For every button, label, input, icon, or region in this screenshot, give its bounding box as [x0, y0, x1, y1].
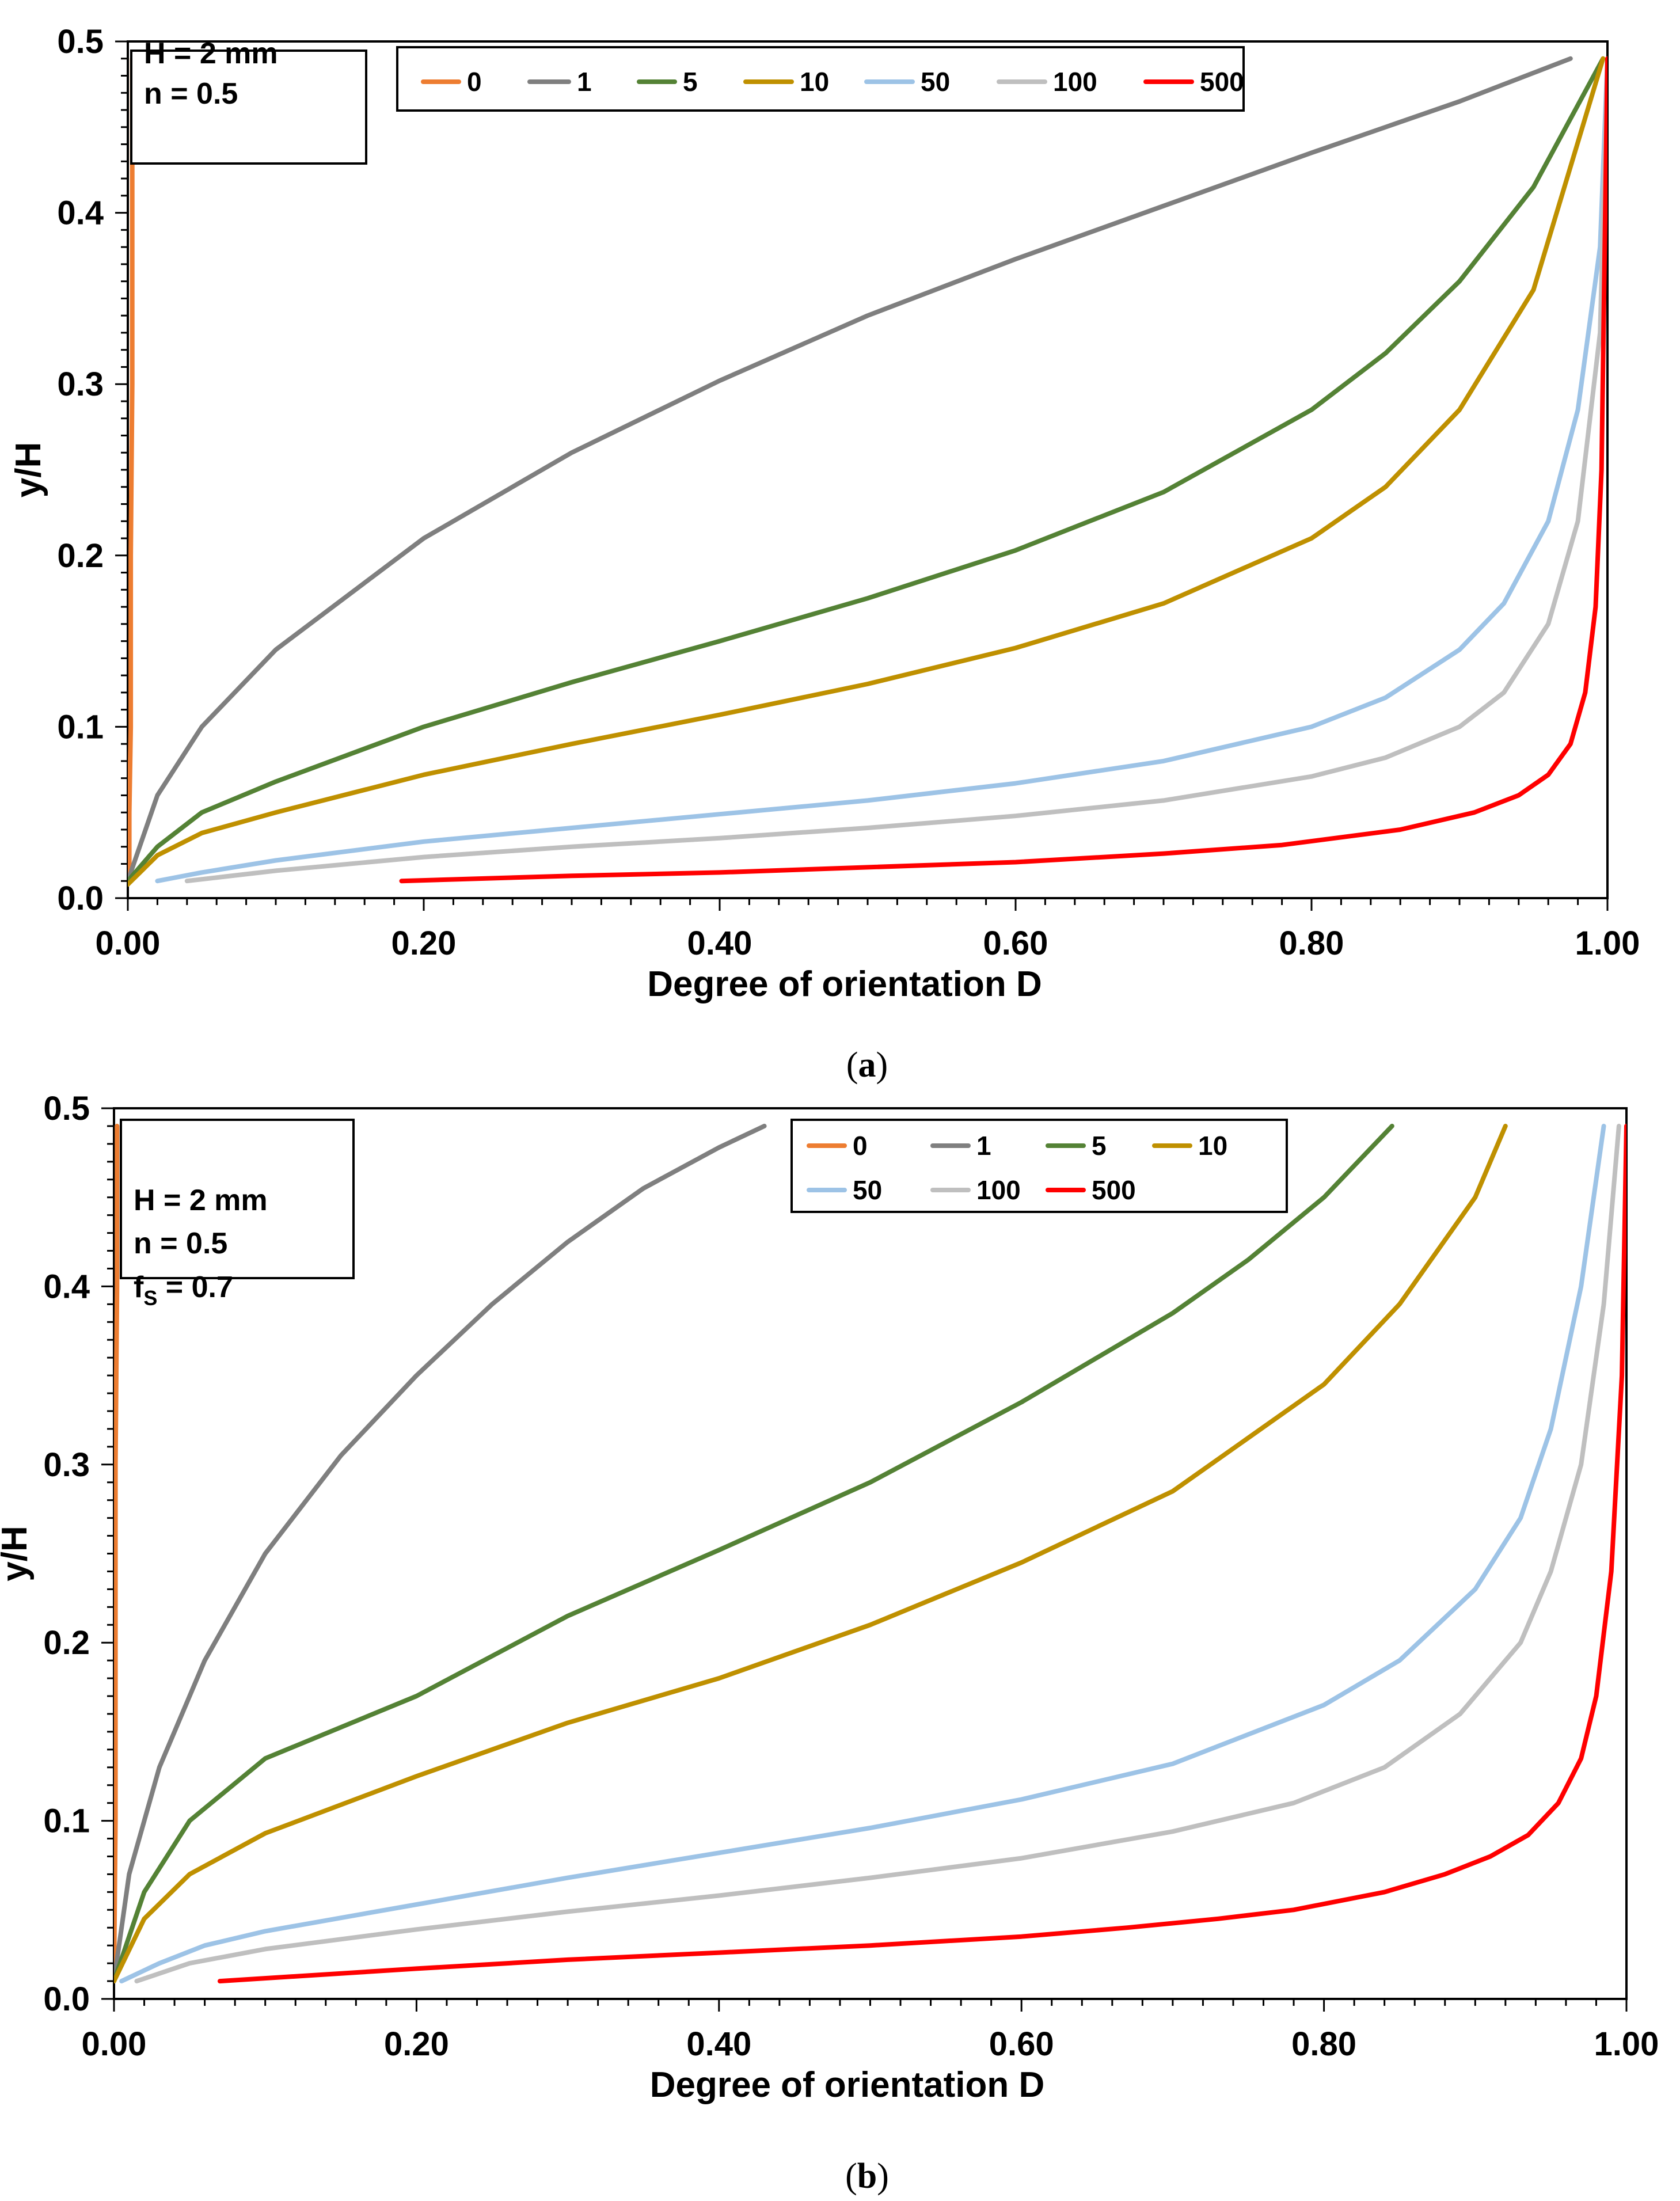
chart1-y-tick-label: 0.0: [57, 880, 104, 917]
chart1-y-tick-label: 0.4: [57, 195, 104, 232]
chart1-y-tick-label: 0.5: [57, 23, 104, 60]
caption-letter: a: [858, 1046, 876, 1085]
chart1-series-0-line: [128, 56, 135, 884]
chart2-x-tick-label: 0.80: [1291, 2025, 1356, 2063]
chart2-y-tick-label: 0.0: [43, 1980, 90, 2018]
chart1-legend-label-500: 500: [1200, 67, 1244, 97]
chart2: 0.00 0.20 0.40 0.60 0.80 1.000.00.10.20.30.40…: [0, 1090, 1659, 2196]
chart1-x-tick-label: 1.00: [1575, 925, 1640, 962]
chart2-legend-label-0: 0: [853, 1131, 868, 1161]
chart2-y-axis-title: y/H: [0, 1526, 35, 1581]
chart2-x-tick-label: 0.60: [989, 2025, 1054, 2063]
chart2-legend-label-10: 10: [1198, 1131, 1227, 1161]
chart2-parameter-text: H = 2 mm: [134, 1184, 268, 1217]
chart2-legend-label-1: 1: [976, 1131, 991, 1161]
parameter-main: f: [134, 1271, 144, 1304]
chart2-legend-label-100: 100: [976, 1175, 1021, 1205]
chart2-caption: (b): [845, 2157, 889, 2196]
parameter-main: H = 2 mm: [134, 1184, 268, 1217]
chart1-x-tick-label: 0.20: [392, 925, 457, 962]
chart2-series-500-line: [217, 1123, 1626, 1984]
chart1-x-tick-label: 0.80: [1279, 925, 1344, 962]
chart1-legend-label-0: 0: [467, 67, 482, 97]
chart1-y-tick-label: 0.2: [57, 537, 104, 575]
caption-close: ): [876, 1046, 888, 1085]
chart2-y-tick-label: 0.2: [43, 1624, 90, 1662]
parameter-main: H = 2 mm: [144, 37, 278, 70]
chart2-x-tick-label: 1.00: [1594, 2025, 1659, 2063]
chart1-plot-area: [127, 40, 1609, 899]
chart2-legend-label-500: 500: [1092, 1175, 1136, 1205]
chart1-series-10-line: [128, 56, 1606, 887]
chart1-legend-label-100: 100: [1053, 67, 1097, 97]
chart1-y-tick-label: 0.3: [57, 366, 104, 403]
chart2-legend-label-5: 5: [1092, 1131, 1107, 1161]
caption-letter: b: [857, 2157, 877, 2196]
chart1-series-5-line: [128, 56, 1606, 884]
chart1-legend-label-50: 50: [921, 67, 950, 97]
chart2-y-tick-label: 0.3: [43, 1446, 90, 1484]
chart2-x-axis-title: Degree of orientation D: [650, 2065, 1045, 2105]
parameter-main: n = 0.5: [144, 77, 238, 111]
chart1-caption: (a): [846, 1046, 888, 1085]
caption-open: (: [845, 2157, 857, 2196]
chart1-legend-label-1: 1: [577, 67, 592, 97]
chart2-legend: [790, 1119, 1288, 1213]
chart2-series-100-line: [134, 1123, 1621, 1984]
chart2-y-tick-label: 0.5: [43, 1090, 90, 1127]
chart1-legend: [396, 46, 1245, 112]
chart2-series-5-line: [114, 1123, 1394, 1984]
chart1-parameter-box: [130, 50, 367, 165]
chart2-series-0-line: [114, 1123, 120, 1984]
parameter-main: n = 0.5: [134, 1227, 227, 1260]
chart2-parameter-text: fS = 0.7: [134, 1271, 233, 1310]
chart1-x-axis-title: Degree of orientation D: [647, 964, 1042, 1004]
parameter-subscript: S: [143, 1286, 157, 1310]
chart2-series-10-line: [114, 1123, 1508, 1984]
chart2-x-tick-label: 0.00: [82, 2025, 147, 2063]
chart2-series-1-line: [114, 1123, 767, 1984]
chart2-x-tick-label: 0.20: [384, 2025, 449, 2063]
chart2-legend-label-50: 50: [853, 1175, 882, 1205]
chart1-x-tick-label: 0.40: [687, 925, 752, 962]
chart1-x-tick-label: 0.00: [96, 925, 161, 962]
chart2-y-tick-label: 0.1: [43, 1803, 90, 1840]
chart1-series-50-line: [155, 56, 1607, 884]
chart1-series-1-line: [128, 56, 1573, 884]
chart1-legend-label-10: 10: [800, 67, 829, 97]
chart2-y-tick-label: 0.4: [43, 1268, 90, 1305]
chart1-series-500-line: [399, 56, 1607, 884]
chart1-parameter-text: n = 0.5: [144, 77, 238, 111]
chart1: 0.00 0.20 0.40 0.60 0.80 1.000.00.10.20.30.40…: [9, 23, 1640, 1085]
caption-open: (: [846, 1046, 858, 1085]
caption-close: ): [877, 2157, 889, 2196]
chart2-parameter-text: n = 0.5: [134, 1227, 227, 1260]
chart1-legend-label-5: 5: [683, 67, 698, 97]
chart2-plot-area: [113, 1107, 1628, 2000]
parameter-tail: = 0.7: [157, 1271, 233, 1304]
chart1-parameter-text: H = 2 mm: [144, 37, 278, 70]
chart2-x-tick-label: 0.40: [686, 2025, 751, 2063]
chart1-y-tick-label: 0.1: [57, 708, 104, 746]
chart2-series-50-line: [119, 1123, 1606, 1984]
chart1-series-100-line: [184, 56, 1607, 884]
chart1-x-tick-label: 0.60: [983, 925, 1048, 962]
chart1-y-axis-title: y/H: [9, 442, 48, 497]
chart2-parameter-box: [120, 1119, 355, 1279]
